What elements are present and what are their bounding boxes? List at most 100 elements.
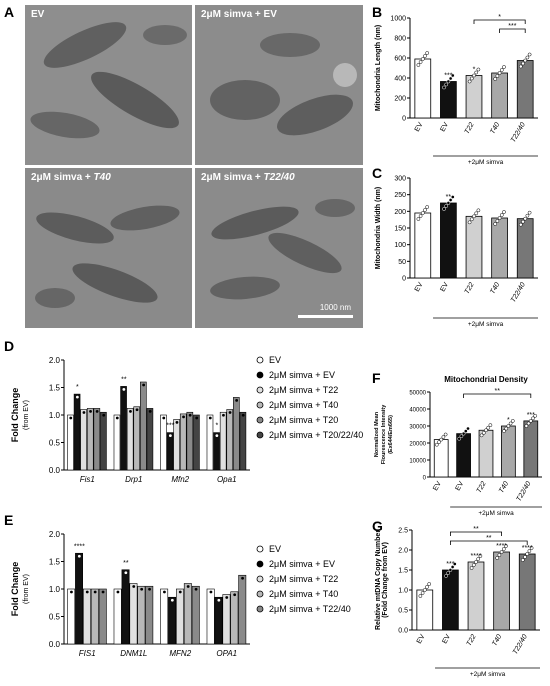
data-point [182,415,185,419]
bar [133,406,141,471]
bar [516,218,534,279]
x-tick-label: Fis1 [80,475,95,484]
data-point [497,216,502,220]
y-tick-label: 50000 [409,391,426,397]
legend-marker [256,416,264,424]
data-point [444,204,449,208]
bar [414,58,432,119]
data-point [474,211,479,216]
legend-marker [256,575,264,583]
x-tick-label: T22 [466,633,478,647]
data-point [228,411,232,414]
data-point [499,213,504,217]
bar [121,569,130,645]
data-point [441,435,446,439]
y-tick-label: 1.5 [398,568,408,575]
data-point [495,219,500,223]
significance-bracket [473,19,526,24]
data-point [459,434,464,439]
bar [129,583,138,645]
data-point [493,77,498,81]
significance-star: ** [123,560,129,567]
data-point [529,546,534,550]
significance-star: **** [522,545,533,552]
y-tick-label: 400 [394,76,406,83]
data-point [467,79,472,84]
bar [523,420,539,478]
data-point [437,440,441,445]
data-point [142,383,146,387]
y-tick-label: 2.0 [398,548,408,555]
y-tick-label: 250 [394,192,406,199]
bar [168,596,176,645]
bar [140,381,147,471]
x-tick-label: T22/40 [510,121,527,143]
data-point [135,408,139,412]
bracket-label: ** [473,526,479,533]
bar [67,588,76,645]
chart-mito-length: 0 200 400 600 800 1000 Mitochondria Length (nm… [375,14,538,165]
data-point [472,73,476,78]
data-point [527,210,532,215]
x-tick-label: EV [416,633,427,645]
data-point [488,423,493,428]
data-point [469,76,474,81]
data-point [425,51,430,55]
y-tick-label: 50 [398,259,406,266]
y-axis-label: Normalized Mean [374,411,380,457]
data-point [129,410,132,413]
chart-mito-density: Mitochondrial Density 0 10000 20000 30000 400… [374,375,542,517]
bar [501,425,516,478]
data-point [523,555,527,559]
data-point [418,214,423,218]
y-tick-label: 1.0 [49,411,61,420]
data-point [69,416,73,420]
data-point [235,399,239,402]
legend-marker [256,560,264,568]
panel-label-e: E [4,512,14,528]
em-label-simva-ev: 2μM simva + EV [201,9,277,20]
data-point [504,544,508,548]
y-tick-label: 1.0 [398,588,408,595]
data-point [531,416,535,421]
data-point [524,424,529,428]
y-tick-label: 0 [423,476,427,482]
data-point [168,434,172,437]
data-point [423,208,427,212]
data-point [175,421,179,424]
em-label-simva-t40: 2μM simva + T40 [31,172,111,183]
data-point [467,220,472,225]
em-texture [195,168,363,328]
data-point [521,219,525,224]
data-point [420,57,425,61]
bar [73,393,81,471]
x-tick-label: T22/40 [516,480,533,502]
data-point [416,63,421,67]
data-point [450,73,455,78]
significance-star: * [473,67,476,74]
x-tick-label: T22 [464,121,476,135]
em-texture [195,5,363,165]
y-tick-label: 1000 [390,16,406,23]
data-point [518,64,523,69]
bar [175,588,184,645]
data-point [508,421,513,426]
legend-marker [256,386,264,394]
x-tick-label: T22/40 [510,281,527,303]
data-point [523,58,528,63]
bar [493,551,510,631]
legend-label: 2μM simva + T22/40 [269,604,351,614]
bar [100,411,107,471]
em-texture [25,5,192,165]
data-point [518,222,523,227]
bar [516,60,534,119]
group-label: +2μM simva [468,321,504,328]
bracket-label: ** [494,388,500,395]
data-point [504,426,509,431]
bar [467,561,485,631]
data-point [208,416,212,420]
bar [98,588,107,645]
data-point [466,426,470,431]
panel-label-f: F [372,370,381,386]
y-tick-label: 0 [402,276,406,283]
